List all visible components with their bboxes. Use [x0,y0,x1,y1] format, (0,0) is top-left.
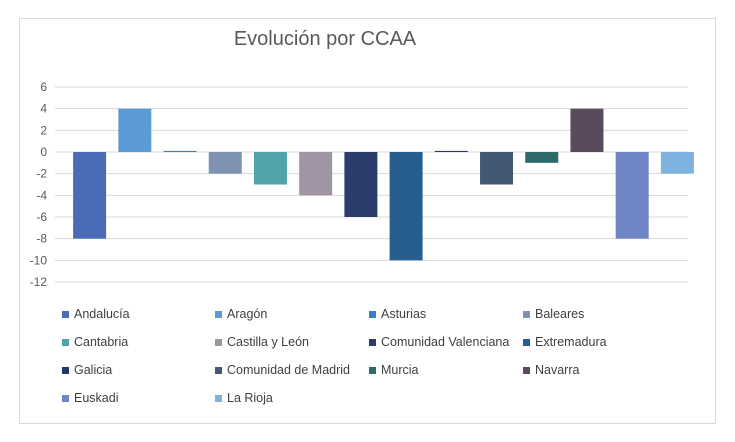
bar-cantabria [253,152,287,185]
legend-item: Comunidad de Madrid [215,363,350,377]
y-tick-label: -6 [36,210,47,224]
y-tick-label: 6 [40,80,47,94]
legend-item: Murcia [369,363,419,377]
legend-item: Galicia [62,363,112,377]
y-tick-label: -10 [30,253,48,267]
legend-swatch [523,338,530,346]
chart-title: Evolución por CCAA [233,28,417,50]
bar-extremadura [389,152,423,261]
legend-item: Aragón [215,307,267,321]
bar-aragón [118,108,152,152]
legend-swatch [62,338,69,346]
bar-comunidad-valenciana [344,152,378,217]
legend-label: La Rioja [227,391,273,405]
legend-label: Comunidad Valenciana [381,335,510,349]
legend-label: Baleares [535,307,585,321]
legend-label: Cantabria [74,335,129,349]
legend-label: Murcia [381,363,419,377]
bar-baleares [208,152,242,174]
bar-murcia [525,152,559,163]
legend-label: Aragón [227,307,268,321]
bar-navarra [570,108,604,152]
legend-label: Navarra [535,363,580,377]
legend-item: Euskadi [62,391,118,405]
bar-castilla-y-león [299,152,333,196]
legend-swatch [62,366,69,374]
legend-label: Euskadi [74,391,119,405]
legend-swatch [62,310,69,318]
legend-item: Castilla y León [215,335,309,349]
legend-label: Castilla y León [227,335,309,349]
legend-swatch [369,366,376,374]
legend-label: Comunidad de Madrid [227,363,350,377]
legend-item: Navarra [523,363,579,377]
legend-item: La Rioja [215,391,273,405]
legend-swatch [369,338,376,346]
bar-galicia [434,150,468,152]
legend-label: Asturias [381,307,427,321]
y-tick-label: -12 [30,275,48,289]
bar-la-rioja [660,152,694,174]
legend-label: Extremadura [535,335,607,349]
legend-swatch [215,338,222,346]
legend-item: Comunidad Valenciana [369,335,509,349]
legend-swatch [215,394,222,402]
y-tick-label: -8 [36,232,47,246]
legend-label: Andalucía [74,307,130,321]
legend-label: Galicia [74,363,113,377]
bar-asturias [163,150,197,152]
legend-swatch [62,394,69,402]
legend-item: Asturias [369,307,426,321]
bar-euskadi [615,152,649,239]
legend-item: Baleares [523,307,584,321]
legend-swatch [523,366,530,374]
legend-swatch [215,310,222,318]
bar-andalucía [73,152,107,239]
legend-swatch [369,310,376,318]
y-tick-label: -4 [36,188,47,202]
y-tick-label: 0 [40,145,47,159]
y-tick-label: -2 [36,167,47,181]
y-tick-label: 4 [40,102,47,116]
legend-item: Andalucía [62,307,130,321]
legend-swatch [215,366,222,374]
chart-frame [19,18,716,424]
legend-item: Extremadura [523,335,607,349]
y-tick-label: 2 [40,123,47,137]
legend-swatch [523,310,530,318]
bar-comunidad-de-madrid [480,152,514,185]
legend-item: Cantabria [62,335,128,349]
